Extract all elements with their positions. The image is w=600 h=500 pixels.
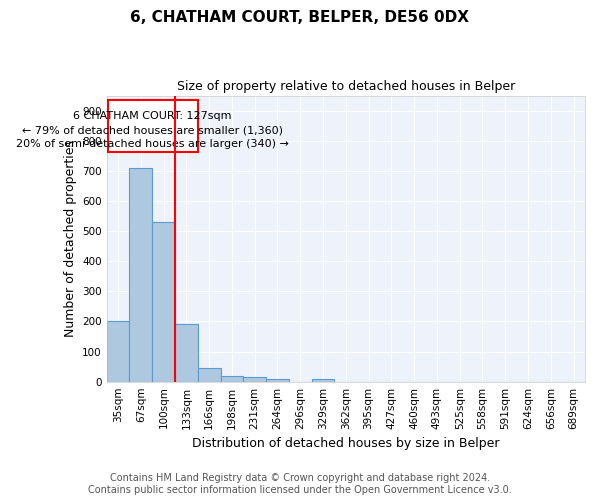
Bar (107, 322, 130, 382)
Text: 20% of semi-detached houses are larger (340) →: 20% of semi-detached houses are larger (… (16, 140, 289, 149)
Bar (243, 377, 266, 382)
Text: Contains HM Land Registry data © Crown copyright and database right 2024.
Contai: Contains HM Land Registry data © Crown c… (88, 474, 512, 495)
X-axis label: Distribution of detached houses by size in Belper: Distribution of detached houses by size … (192, 437, 500, 450)
Bar (311, 380, 334, 382)
Text: ← 79% of detached houses are smaller (1,360): ← 79% of detached houses are smaller (1,… (22, 126, 283, 136)
Text: 6, CHATHAM COURT, BELPER, DE56 0DX: 6, CHATHAM COURT, BELPER, DE56 0DX (131, 10, 470, 25)
Bar (130, 168, 152, 382)
Bar (175, 324, 198, 382)
Title: Size of property relative to detached houses in Belper: Size of property relative to detached ho… (176, 80, 515, 93)
Text: 6 CHATHAM COURT: 127sqm: 6 CHATHAM COURT: 127sqm (73, 110, 232, 120)
Bar (221, 376, 243, 382)
Bar (266, 378, 289, 382)
FancyBboxPatch shape (108, 100, 198, 152)
Bar (198, 368, 221, 382)
Bar (152, 222, 175, 382)
Y-axis label: Number of detached properties: Number of detached properties (64, 140, 77, 337)
